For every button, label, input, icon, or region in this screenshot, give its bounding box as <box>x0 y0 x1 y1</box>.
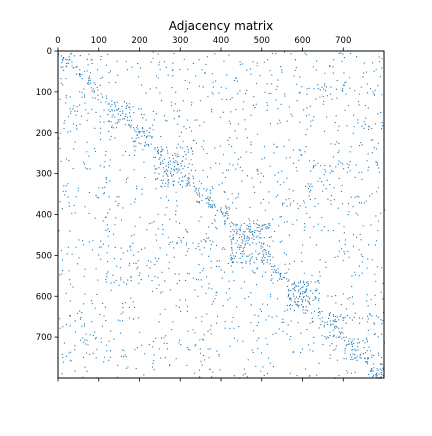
x-tick-label: 0 <box>55 36 60 46</box>
x-tick-label: 500 <box>254 36 270 46</box>
x-tick-label: 300 <box>172 36 188 46</box>
matrix-nonzero-points <box>58 51 386 379</box>
x-tick-label: 200 <box>131 36 147 46</box>
x-tick-label: 600 <box>294 36 310 46</box>
plot-frame <box>57 50 385 379</box>
y-tick-label: 100 <box>36 88 52 98</box>
x-tick-label: 700 <box>335 36 351 46</box>
matrix-points <box>58 51 386 379</box>
y-tick-label: 500 <box>36 251 52 261</box>
y-tick-label: 0 <box>47 47 52 57</box>
x-tick-label: 400 <box>213 36 229 46</box>
y-tick-label: 200 <box>36 129 52 139</box>
y-tick-label: 700 <box>36 333 52 343</box>
y-tick-label: 400 <box>36 211 52 221</box>
y-tick-label: 600 <box>36 292 52 302</box>
axes: 0 100 200 300 400 500 600 700 0 100 200 300 400 500 60… <box>36 36 351 382</box>
y-tick-label: 300 <box>36 170 52 180</box>
x-tick-label: 100 <box>91 36 107 46</box>
chart-title: Adjacency matrix <box>169 19 274 33</box>
